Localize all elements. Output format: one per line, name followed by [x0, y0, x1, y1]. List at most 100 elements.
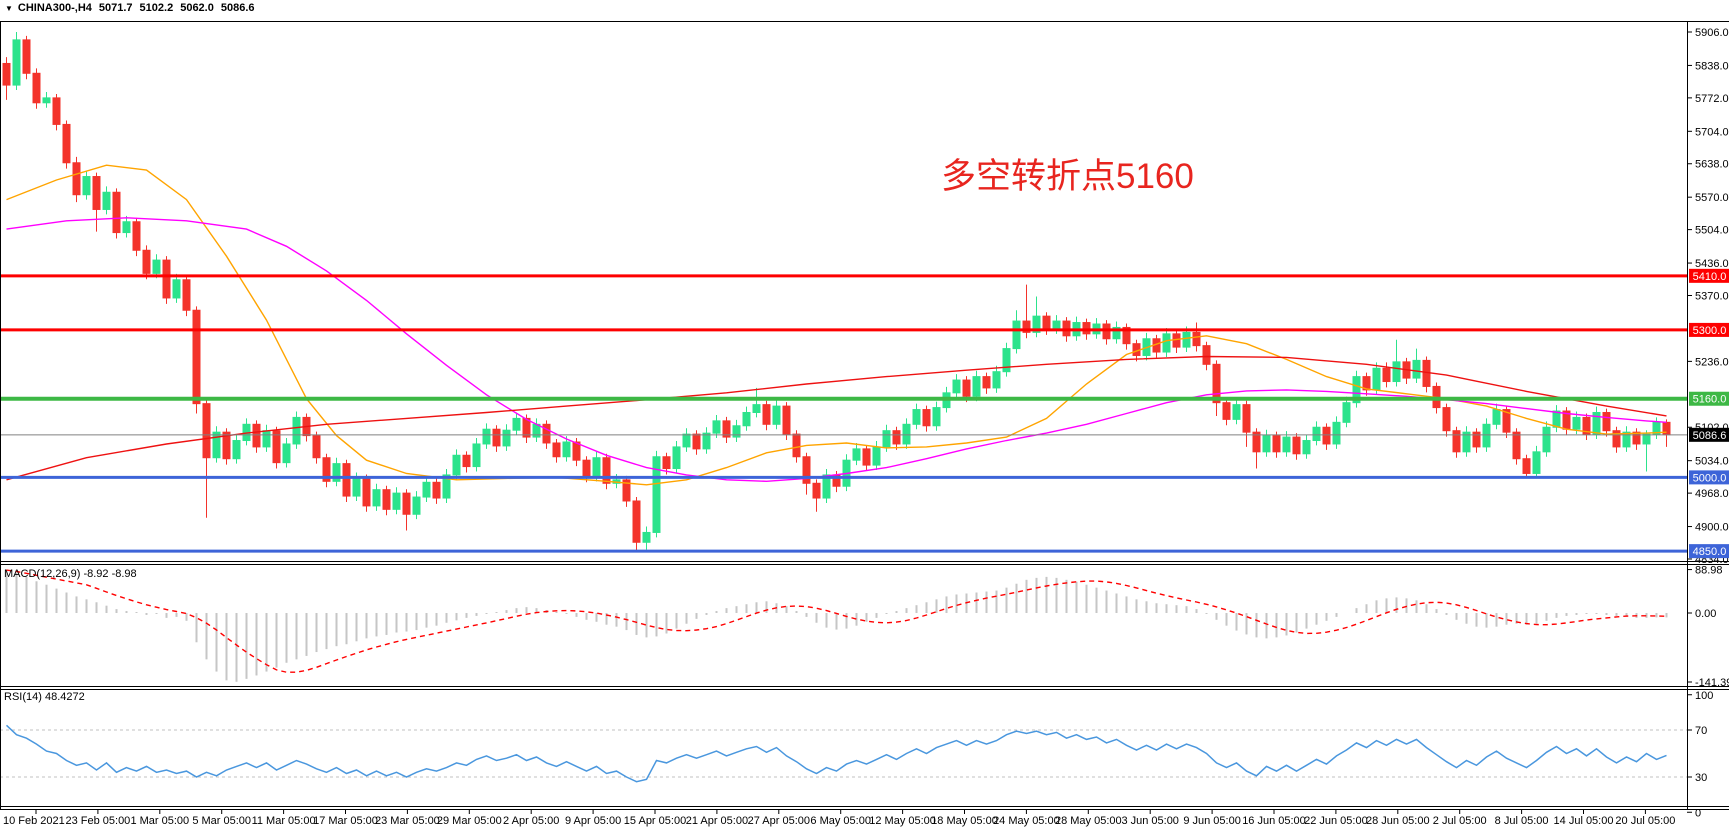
candle-body — [932, 407, 941, 427]
macd-pane[interactable] — [5, 569, 1668, 682]
candle — [102, 186, 111, 215]
candle-body — [1042, 315, 1051, 330]
candle — [172, 273, 181, 303]
candle-body — [22, 39, 31, 74]
candle-body — [632, 500, 641, 543]
candle — [1222, 398, 1231, 426]
price-tick-label: 4900.0 — [1695, 522, 1729, 534]
candle-body — [662, 456, 671, 470]
candle-body — [782, 405, 791, 435]
rsi-pane[interactable] — [0, 724, 1687, 783]
candle-body — [1192, 331, 1201, 347]
candle-body — [1262, 435, 1271, 453]
macd-signal-line — [6, 569, 1667, 673]
candle-body — [1242, 404, 1251, 433]
price-axis[interactable]: 5906.0 5838.0 5772.0 5704.0 5638.0 5570.0 5504… — [1687, 27, 1729, 819]
candle-body — [342, 463, 351, 497]
candle-body — [872, 446, 881, 466]
candle-body — [472, 443, 481, 468]
candle-body — [142, 249, 151, 274]
candle — [482, 423, 491, 449]
candle-body — [1082, 322, 1091, 335]
macd-tick-label: 88.98 — [1695, 565, 1723, 577]
candle-body — [1492, 409, 1501, 425]
candle — [992, 365, 1001, 393]
candle — [1012, 310, 1021, 354]
candle — [342, 459, 351, 502]
time-tick-label: 6 May 05:00 — [810, 815, 871, 827]
candle-body — [622, 479, 631, 502]
candle — [1302, 434, 1311, 459]
candle — [452, 449, 461, 480]
candle-body — [522, 417, 531, 438]
candle — [742, 406, 751, 431]
candle-body — [362, 477, 371, 507]
time-axis[interactable]: 10 Feb 2021 23 Feb 05:00 1 Mar 05:00 5 Mar … — [3, 810, 1675, 827]
price-tick-label: 4968.0 — [1695, 488, 1729, 500]
candle — [1392, 339, 1401, 387]
candle-body — [412, 496, 421, 515]
candle-body — [1362, 376, 1371, 391]
candle-body — [1572, 416, 1581, 430]
badge-background — [1689, 322, 1729, 337]
rsi-line — [5, 724, 1667, 783]
candle — [892, 426, 901, 450]
candle — [1112, 321, 1121, 344]
candle — [1332, 416, 1341, 449]
candle-body — [1302, 440, 1311, 455]
symbol-dropdown-icon[interactable]: ▼ — [5, 3, 13, 13]
candle — [272, 426, 281, 469]
candle — [1472, 428, 1481, 453]
candle-body — [1122, 326, 1131, 345]
candle — [762, 400, 771, 431]
candle — [1462, 426, 1471, 457]
candle-body — [402, 492, 411, 515]
badge-label: 5086.6 — [1693, 430, 1727, 442]
candle — [182, 275, 191, 317]
candle-body — [1482, 423, 1491, 448]
candle-body — [172, 279, 181, 299]
candle-body — [552, 442, 561, 458]
candle-body — [372, 489, 381, 507]
macd-tick-label: -141.39 — [1695, 677, 1729, 689]
candle-body — [1112, 326, 1121, 340]
candle-body — [742, 411, 751, 427]
candle-body — [1642, 433, 1651, 445]
candle — [1562, 407, 1571, 436]
candle — [1662, 419, 1671, 447]
candle-body — [42, 97, 51, 104]
candle — [222, 428, 231, 465]
candle — [1152, 334, 1161, 358]
time-tick-label: 21 Apr 05:00 — [686, 815, 748, 827]
candle — [1602, 408, 1611, 437]
candle-body — [382, 489, 391, 510]
candle — [382, 485, 391, 516]
candle-body — [1282, 436, 1291, 453]
candle — [722, 416, 731, 443]
time-tick-label: 8 Jul 05:00 — [1495, 815, 1549, 827]
candle — [642, 526, 651, 550]
candle-body — [292, 416, 301, 445]
candle — [412, 491, 421, 520]
candle — [532, 418, 541, 442]
time-tick-label: 1 Mar 05:00 — [130, 815, 189, 827]
candle — [252, 420, 261, 453]
candle — [1402, 357, 1411, 384]
candle-body — [682, 433, 691, 448]
candle-body — [392, 492, 401, 510]
candle — [1542, 421, 1551, 457]
candlestick-series[interactable] — [2, 32, 1671, 551]
candle — [1162, 327, 1171, 357]
candle — [632, 497, 641, 551]
time-tick-label: 24 May 05:00 — [993, 815, 1060, 827]
horizontal-level-lines[interactable] — [0, 274, 1687, 553]
candle — [212, 426, 221, 463]
price-level-badge: 5160.0 — [1689, 391, 1729, 406]
candle-body — [52, 97, 61, 125]
candle-body — [1592, 411, 1601, 435]
candle-body — [1452, 430, 1461, 453]
candle — [392, 487, 401, 515]
candle-body — [492, 428, 501, 447]
price-level-badge: 5000.0 — [1689, 470, 1729, 485]
